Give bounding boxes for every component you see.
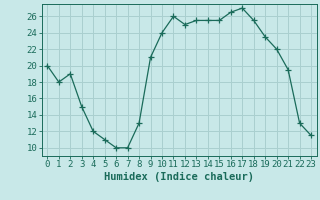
X-axis label: Humidex (Indice chaleur): Humidex (Indice chaleur) <box>104 172 254 182</box>
